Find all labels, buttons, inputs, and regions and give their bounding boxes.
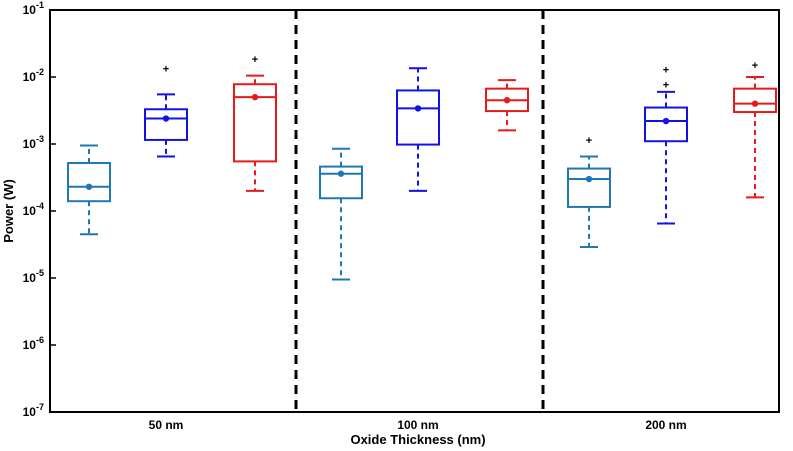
mean-marker	[162, 115, 170, 122]
y-tick-label: 10-4	[23, 201, 44, 218]
y-axis: 10-7 10-6 10-5 10-4 10-3 10-2 10-1	[23, 0, 56, 419]
x-tick-label: 100 nm	[397, 418, 438, 432]
mean-marker	[751, 100, 759, 107]
box-iqr	[144, 108, 188, 141]
outlier-marker: +	[163, 63, 169, 75]
outlier-marker: +	[586, 135, 592, 147]
mean-marker	[503, 97, 511, 104]
box-iqr	[733, 87, 777, 114]
plot-marks: + + + + + +	[67, 10, 777, 412]
mean-marker	[414, 105, 422, 112]
x-tick-label: 50 nm	[149, 418, 184, 432]
mean-marker	[662, 117, 670, 125]
y-tick-label: 10-5	[23, 268, 44, 285]
mean-marker	[585, 175, 593, 183]
mean-marker	[85, 183, 93, 190]
outlier-marker: +	[752, 60, 758, 72]
box-iqr	[233, 83, 277, 163]
mean-marker	[251, 93, 259, 101]
y-tick-label: 10-7	[23, 402, 44, 419]
y-tick-label: 10-1	[23, 0, 44, 17]
x-axis: 50 nm 100 nm 200 nm	[149, 418, 687, 432]
box-iqr	[67, 162, 111, 203]
box-iqr	[567, 167, 611, 208]
plot-frame	[49, 9, 780, 413]
box-iqr	[644, 106, 688, 143]
outlier-marker: +	[252, 54, 258, 66]
y-tick-label: 10-3	[23, 134, 44, 151]
x-axis-label: Oxide Thickness (nm)	[350, 432, 485, 447]
x-tick-label: 200 nm	[645, 418, 686, 432]
y-tick-label: 10-2	[23, 67, 44, 84]
mean-marker	[337, 170, 345, 177]
outlier-marker: +	[663, 65, 669, 77]
y-axis-label: Power (W)	[1, 179, 16, 243]
box-iqr	[319, 165, 363, 200]
box-iqr	[396, 89, 440, 146]
outlier-marker: +	[663, 79, 669, 91]
y-tick-label: 10-6	[23, 335, 44, 352]
